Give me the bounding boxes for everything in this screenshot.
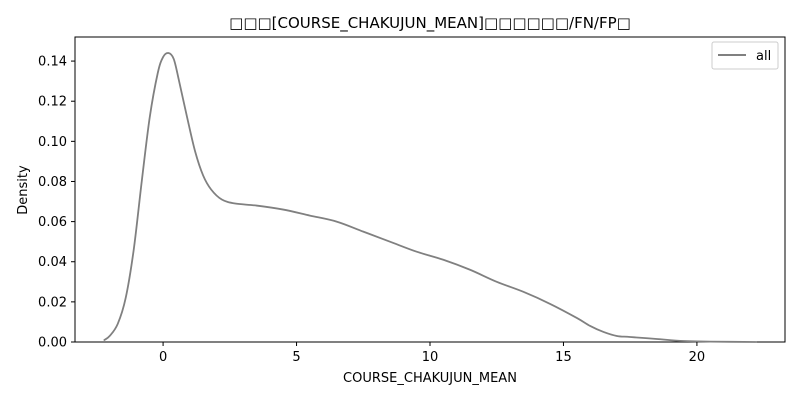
- y-tick-label: 0.00: [38, 336, 67, 351]
- legend-label: all: [756, 49, 771, 64]
- y-axis: 0.00 0.02 0.04 0.06 0.08 0.10 0.12 0.14: [38, 55, 75, 351]
- y-tick-label: 0.14: [38, 55, 67, 70]
- x-tick-label: 15: [555, 350, 572, 365]
- y-tick-label: 0.04: [38, 255, 67, 270]
- plot-frame: [74, 36, 786, 343]
- x-tick-label: 5: [292, 350, 300, 365]
- x-tick-label: 0: [159, 350, 167, 365]
- legend: all: [711, 41, 779, 70]
- x-axis-label: COURSE_CHAKUJUN_MEAN: [343, 371, 517, 386]
- y-tick-label: 0.10: [38, 135, 67, 150]
- y-tick-label: 0.12: [38, 95, 67, 110]
- x-axis: 0 5 10 15 20: [159, 342, 705, 365]
- y-tick-label: 0.06: [38, 215, 67, 230]
- chart-title: □□□[COURSE_CHAKUJUN_MEAN]□□□□□□/FN/FP□: [229, 14, 631, 33]
- y-axis-label: Density: [16, 165, 31, 215]
- series-line-all: [103, 52, 757, 343]
- y-tick-label: 0.08: [38, 175, 67, 190]
- x-tick-label: 10: [422, 350, 439, 365]
- plot-area: [74, 36, 786, 343]
- x-tick-label: 20: [689, 350, 706, 365]
- y-tick-label: 0.02: [38, 295, 67, 310]
